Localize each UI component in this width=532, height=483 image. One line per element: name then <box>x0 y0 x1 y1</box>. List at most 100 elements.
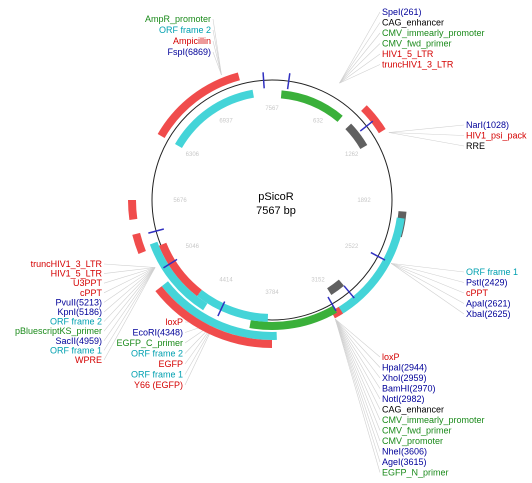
feature-label[interactable]: FspI(6869) <box>167 47 211 57</box>
feature-arc[interactable] <box>280 90 343 122</box>
feature-arc[interactable] <box>249 305 337 331</box>
leader-line <box>339 43 381 84</box>
feature-label[interactable]: ApaI(2621) <box>466 299 511 309</box>
tick-label: 6306 <box>186 152 200 158</box>
leader-line <box>391 263 465 283</box>
feature-label[interactable]: SacII(4959) <box>55 336 102 346</box>
feature-label[interactable]: PstI(2429) <box>466 278 508 288</box>
feature-arc[interactable] <box>157 72 240 138</box>
site-mark <box>163 258 178 269</box>
feature-label[interactable]: ORF frame 2 <box>50 317 102 327</box>
feature-label[interactable]: loxP <box>165 317 183 327</box>
feature-label[interactable]: EGFP <box>158 359 183 369</box>
feature-arc[interactable] <box>345 123 368 149</box>
leader-line <box>339 53 381 84</box>
tick-label: 5676 <box>173 198 187 204</box>
leader-line <box>103 263 156 268</box>
site-mark <box>327 296 337 312</box>
feature-label[interactable]: CMV_immearly_promoter <box>382 28 485 38</box>
feature-label[interactable]: SpeI(261) <box>382 7 422 17</box>
feature-label[interactable]: HIV1_5_LTR <box>382 49 434 59</box>
feature-label[interactable]: XhoI(2959) <box>382 373 427 383</box>
feature-label[interactable]: EcoRI(4348) <box>132 328 183 338</box>
leader-line <box>212 40 222 75</box>
leader-line <box>103 267 156 351</box>
feature-label[interactable]: PvuII(5213) <box>55 297 102 307</box>
leader-line <box>339 22 381 84</box>
feature-label[interactable]: truncHIV1_3_LTR <box>382 60 454 70</box>
feature-arc[interactable] <box>132 232 146 254</box>
feature-label[interactable]: CMV_promoter <box>382 436 443 446</box>
feature-arc[interactable] <box>155 286 272 348</box>
feature-arc[interactable] <box>327 279 344 295</box>
feature-label[interactable]: AgeI(3615) <box>382 457 427 467</box>
feature-label[interactable]: ORF frame 1 <box>131 370 183 380</box>
feature-label[interactable]: cPPT <box>80 288 103 298</box>
leader-line <box>103 267 156 361</box>
feature-label[interactable]: truncHIV1_3_LTR <box>31 259 103 269</box>
feature-label[interactable]: NotI(2982) <box>382 394 425 404</box>
leader-line <box>103 267 156 284</box>
feature-label[interactable]: KpnI(5186) <box>57 307 102 317</box>
feature-label[interactable]: U3PPT <box>73 278 103 288</box>
feature-label[interactable]: AmpR_promoter <box>145 14 211 24</box>
tick-label: 3784 <box>265 290 279 296</box>
feature-label[interactable]: ORF frame 1 <box>50 345 102 355</box>
leader-line <box>339 64 381 84</box>
feature-label[interactable]: ORF frame 2 <box>131 349 183 359</box>
feature-arc[interactable] <box>335 217 405 317</box>
feature-arc[interactable] <box>361 105 386 134</box>
feature-label[interactable]: ORF frame 2 <box>159 25 211 35</box>
site-marks <box>148 72 386 317</box>
plasmid-name: pSicoR <box>258 191 294 203</box>
feature-label[interactable]: Ampicillin <box>173 36 211 46</box>
feature-label[interactable]: NarI(1028) <box>466 120 509 130</box>
feature-label[interactable]: Y66 (EGFP) <box>134 380 183 390</box>
feature-label[interactable]: ORF frame 1 <box>466 267 518 277</box>
feature-label[interactable]: HpaI(2944) <box>382 363 427 373</box>
feature-label[interactable]: XbaI(2625) <box>466 309 511 319</box>
feature-arc[interactable] <box>158 242 202 297</box>
feature-label[interactable]: CAG_enhancer <box>382 405 444 415</box>
tick-label: 3152 <box>311 278 325 284</box>
leader-line <box>103 267 156 294</box>
feature-label[interactable]: CMV_fwd_primer <box>382 426 452 436</box>
leader-line <box>335 319 381 442</box>
feature-label[interactable]: CAG_enhancer <box>382 18 444 28</box>
feature-label[interactable]: loxP <box>382 352 400 362</box>
tick-label: 2522 <box>345 244 359 250</box>
tick-labels: 7567 632 1262 1892 2522 3152 3784 4414 5046 5676 6… <box>173 106 371 296</box>
feature-label[interactable]: NheI(3606) <box>382 447 427 457</box>
site-mark <box>262 72 265 89</box>
feature-arc[interactable] <box>128 200 138 221</box>
leader-line <box>103 267 156 313</box>
leader-line <box>212 29 222 75</box>
plasmid-length: 7567 bp <box>256 205 296 217</box>
tick-label: 7567 <box>265 106 279 112</box>
tick-label: 6937 <box>219 118 233 124</box>
leader-line <box>103 267 156 341</box>
feature-label[interactable]: EGFP_N_primer <box>382 468 449 478</box>
feature-arc[interactable] <box>175 89 254 148</box>
leader-line <box>391 263 465 273</box>
feature-label[interactable]: pBluescriptKS_primer <box>15 326 102 336</box>
feature-label[interactable]: HIV1_5_LTR <box>51 269 103 279</box>
tick-label: 1892 <box>357 198 371 204</box>
feature-arc[interactable] <box>196 289 269 322</box>
feature-arc[interactable] <box>149 241 208 311</box>
leader-line <box>335 319 381 379</box>
feature-label[interactable]: EGFP_C_primer <box>116 338 183 348</box>
site-mark <box>286 73 291 90</box>
feature-label[interactable]: WPRE <box>75 355 102 365</box>
leader-line <box>391 263 465 315</box>
feature-arc[interactable] <box>161 281 277 340</box>
leader-line <box>339 32 381 84</box>
feature-label[interactable]: RRE <box>466 141 485 151</box>
leader-line <box>335 319 381 452</box>
feature-label[interactable]: HIV1_psi_pack <box>466 131 527 141</box>
feature-label[interactable]: BamHI(2970) <box>382 384 436 394</box>
tick-label: 4414 <box>219 278 233 284</box>
feature-label[interactable]: CMV_fwd_primer <box>382 39 452 49</box>
feature-label[interactable]: CMV_immearly_promoter <box>382 415 485 425</box>
feature-label[interactable]: cPPT <box>466 288 489 298</box>
